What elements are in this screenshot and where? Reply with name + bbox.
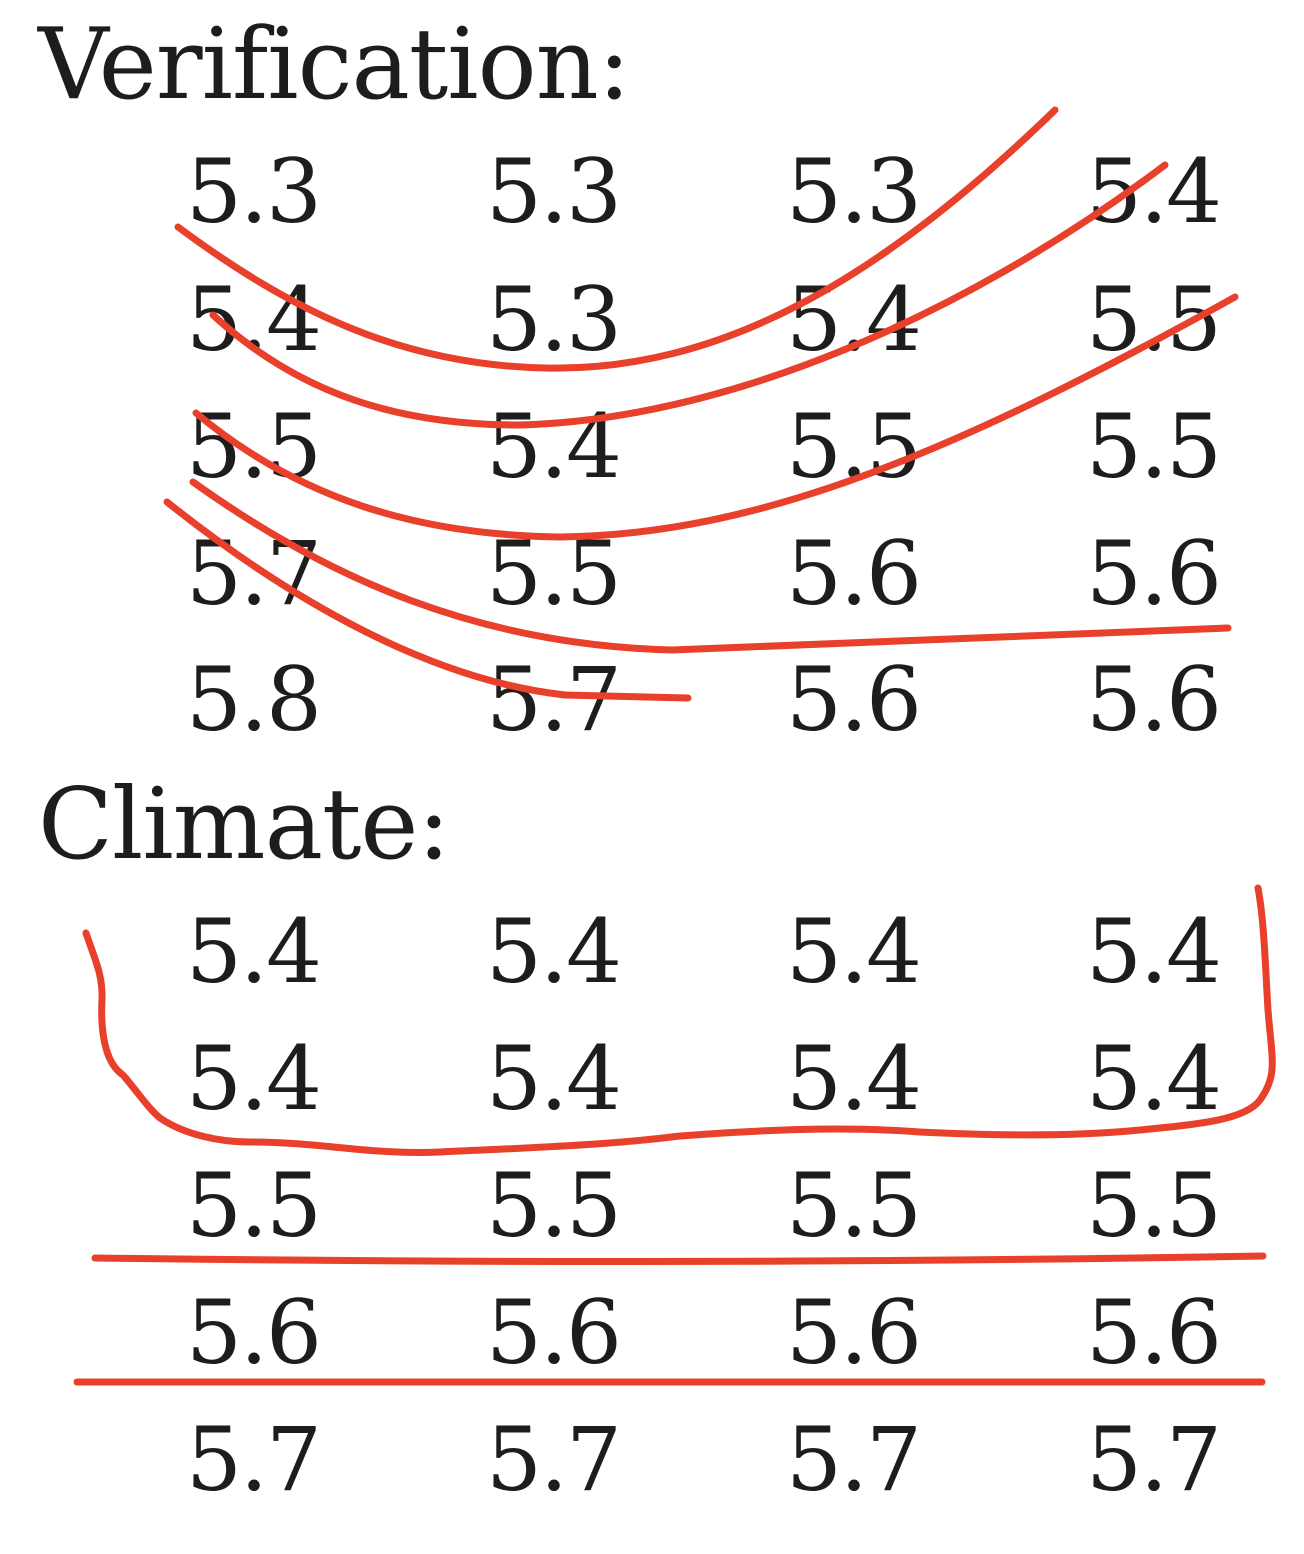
verification-heading: Verification: [38,8,631,122]
verification-value-cell: 5.6 [1086,648,1222,751]
climate-value-cell: 5.4 [786,900,922,1003]
climate-value-cell: 5.5 [186,1154,322,1257]
climate-value-cell: 5.4 [186,900,322,1003]
climate-value-cell: 5.6 [1086,1281,1222,1384]
climate-value-cell: 5.7 [186,1408,322,1511]
climate-value-cell: 5.4 [486,900,622,1003]
climate-value-cell: 5.7 [486,1408,622,1511]
climate-value-cell: 5.4 [1086,900,1222,1003]
climate-value-cell: 5.7 [786,1408,922,1511]
climate-value-cell: 5.4 [1086,1027,1222,1130]
climate-value-cell: 5.4 [186,1027,322,1130]
climate-value-cell: 5.7 [1086,1408,1222,1511]
climate-value-cell: 5.4 [486,1027,622,1130]
climate-value-cell: 5.4 [786,1027,922,1130]
climate-value-cell: 5.6 [486,1281,622,1384]
climate-heading: Climate: [38,768,450,882]
climate-value-cell: 5.5 [786,1154,922,1257]
climate-value-cell: 5.5 [1086,1154,1222,1257]
climate-value-cell: 5.6 [786,1281,922,1384]
climate-value-cell: 5.6 [186,1281,322,1384]
verification-value-cell: 5.6 [786,648,922,751]
climate-value-cell: 5.5 [486,1154,622,1257]
